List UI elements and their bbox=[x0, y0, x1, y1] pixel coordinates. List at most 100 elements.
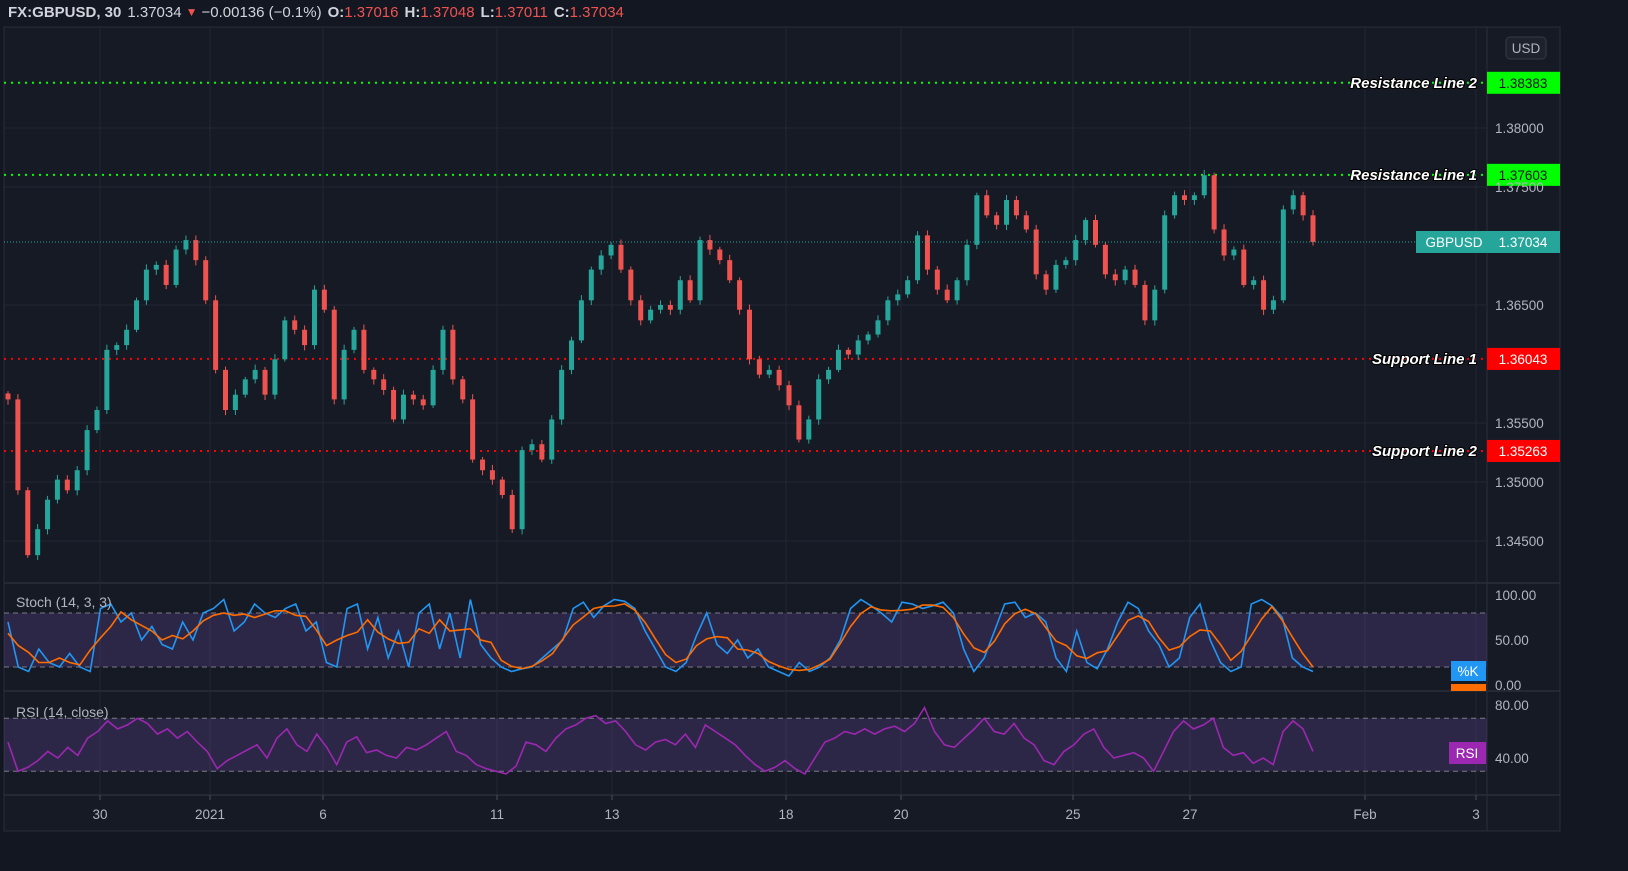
last-price-value: 1.37034 bbox=[1499, 235, 1548, 250]
candles: GBPUSD 1.37034 bbox=[4, 169, 1560, 560]
candle-up bbox=[311, 289, 317, 346]
candle-up bbox=[875, 320, 881, 335]
stoch-tick-label: 50.00 bbox=[1495, 633, 1529, 648]
candle-up bbox=[658, 305, 663, 310]
candle-down bbox=[450, 329, 456, 380]
candle-down bbox=[786, 385, 792, 406]
candle-down bbox=[489, 470, 495, 480]
candle-up bbox=[183, 240, 189, 250]
x-tick-label: 11 bbox=[490, 807, 504, 822]
candle-up bbox=[1004, 199, 1010, 225]
level-price-value: 1.35263 bbox=[1499, 444, 1548, 459]
candle-up bbox=[153, 264, 159, 270]
candle-down bbox=[420, 399, 426, 406]
candle-up bbox=[1152, 289, 1158, 321]
candle-up bbox=[400, 394, 406, 420]
x-tick-label: 3 bbox=[1472, 807, 1480, 822]
candle-down bbox=[1093, 220, 1098, 245]
candle-up bbox=[529, 444, 535, 451]
close-label: C: bbox=[553, 3, 570, 21]
candle-down bbox=[924, 235, 930, 270]
candle-down bbox=[756, 359, 762, 375]
level-price-tag bbox=[1487, 347, 1560, 370]
x-tick-label: 25 bbox=[1065, 807, 1080, 822]
candle-up bbox=[855, 340, 861, 355]
currency-button[interactable]: USD bbox=[1505, 36, 1547, 60]
candle-down bbox=[381, 379, 387, 390]
candle-up bbox=[1270, 300, 1276, 310]
candle-up bbox=[1191, 195, 1197, 200]
candle-up bbox=[1122, 269, 1128, 281]
currency-label[interactable]: USD bbox=[1512, 41, 1541, 56]
candle-up bbox=[826, 369, 832, 380]
candle-up bbox=[559, 369, 565, 420]
level-price-value: 1.36043 bbox=[1499, 352, 1548, 367]
stoch-d-line bbox=[7, 602, 1314, 672]
candle-down bbox=[203, 260, 209, 301]
high-value: 1.37048 bbox=[420, 3, 475, 21]
candle-up bbox=[114, 345, 120, 350]
x-tick-label: 18 bbox=[778, 807, 793, 822]
level-price-tag bbox=[1487, 163, 1560, 186]
level-label: Support Line 2 bbox=[1372, 443, 1478, 460]
candle-down bbox=[64, 479, 70, 491]
candle-up bbox=[272, 359, 278, 395]
candle-up bbox=[766, 369, 772, 375]
candle-down bbox=[984, 195, 990, 216]
candle-up bbox=[143, 269, 149, 301]
rsi-line bbox=[7, 705, 1314, 775]
open-value: 1.37016 bbox=[344, 3, 399, 21]
candle-down bbox=[1112, 274, 1118, 281]
low-value: 1.37011 bbox=[494, 3, 548, 21]
x-tick-label: 27 bbox=[1182, 807, 1197, 822]
candle-up bbox=[598, 255, 604, 270]
candle-down bbox=[371, 369, 377, 380]
candle-down bbox=[1023, 215, 1029, 230]
symbol-interval[interactable]: FX:GBPUSD, 30 bbox=[8, 3, 122, 21]
candle-down bbox=[539, 444, 545, 460]
candle-down bbox=[292, 320, 298, 330]
candle-down bbox=[1310, 215, 1316, 242]
candle-down bbox=[223, 369, 228, 411]
close-value: 1.37034 bbox=[569, 3, 624, 21]
candle-down bbox=[361, 329, 367, 370]
candle-up bbox=[45, 499, 51, 530]
candle-up bbox=[974, 195, 980, 245]
candle-up bbox=[1280, 209, 1286, 301]
candle-up bbox=[806, 419, 812, 440]
candle-down bbox=[628, 269, 634, 301]
chart-legend-header: FX:GBPUSD, 30 1.37034 ▼ −0.00136 (−0.1%)… bbox=[0, 0, 1628, 24]
price-tick-label: 1.38000 bbox=[1495, 121, 1544, 136]
candle-up bbox=[232, 394, 238, 411]
level-price-tag bbox=[1487, 439, 1560, 462]
price-tick-label: 1.36500 bbox=[1495, 298, 1544, 313]
price-tick-label: 1.35500 bbox=[1495, 416, 1544, 431]
candle-up bbox=[895, 294, 901, 301]
candle-down bbox=[1132, 269, 1138, 285]
stoch-band bbox=[4, 613, 1487, 667]
level-price-tag bbox=[1487, 71, 1560, 94]
candle-down bbox=[25, 490, 31, 556]
candle-down bbox=[1102, 244, 1108, 275]
candle-down bbox=[499, 479, 505, 495]
candle-down bbox=[460, 379, 466, 400]
rsi-band bbox=[4, 718, 1487, 772]
low-label: L: bbox=[480, 3, 495, 21]
x-tick-label: Feb bbox=[1353, 807, 1376, 822]
candle-up bbox=[569, 340, 575, 370]
price-tick-label: 1.37500 bbox=[1495, 180, 1544, 195]
candle-down bbox=[845, 349, 851, 355]
last-price-tag bbox=[1416, 230, 1560, 253]
candle-up bbox=[905, 280, 911, 295]
candle-up bbox=[1201, 175, 1207, 196]
high-label: H: bbox=[404, 3, 421, 21]
stoch-tick-label: 0.00 bbox=[1495, 678, 1521, 693]
rsi-pane: RSI (14, close) RSI bbox=[4, 704, 1487, 775]
candle-up bbox=[94, 410, 100, 431]
rsi-tag-label: RSI bbox=[1456, 746, 1479, 761]
candle-up bbox=[1172, 195, 1178, 216]
candle-down bbox=[213, 300, 219, 370]
candle-down bbox=[302, 329, 308, 346]
candle-down bbox=[480, 459, 486, 471]
